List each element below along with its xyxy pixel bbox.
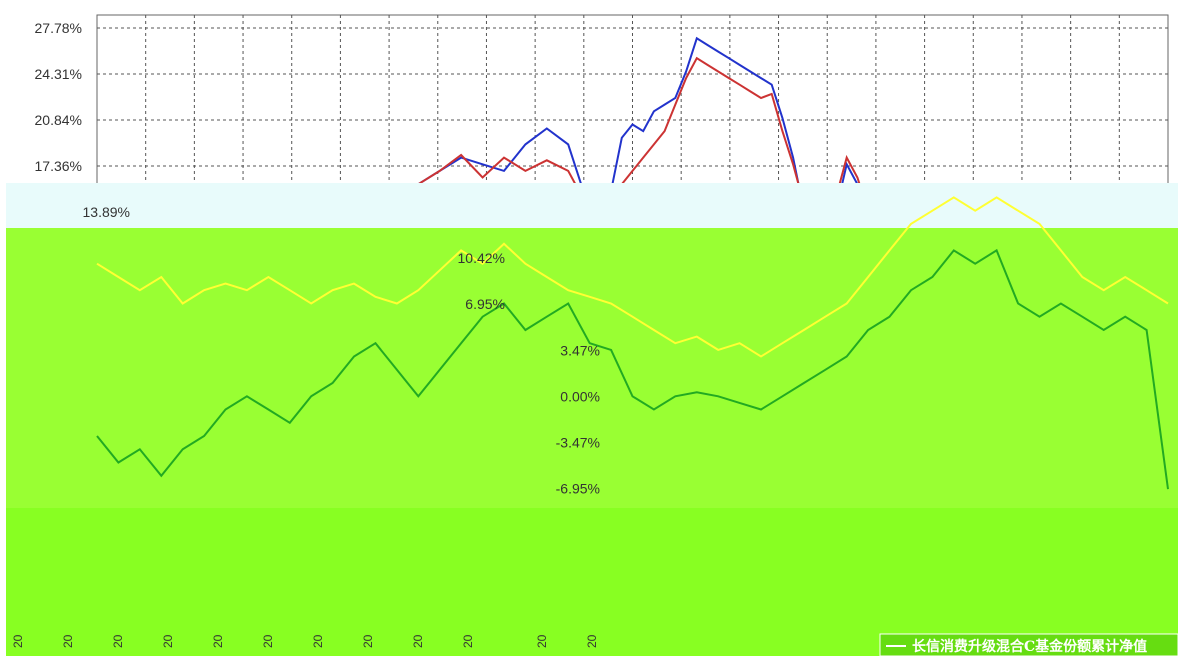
x-tick-label: 20 [461,634,475,648]
legend-entry-text: 长信消费升级混合C基金份额累计净值 [912,638,1147,655]
legend-box [879,633,1178,656]
x-tick-label: 20 [361,634,375,648]
x-tick-label: 20 [161,634,175,648]
y-tick-label-overlay: 10.42% [458,250,505,266]
y-tick-label-overlay: 6.95% [465,296,505,312]
x-axis-ticks-overlay: 20 20 20 20 20 20 20 20 20 20 20 20 [11,634,599,648]
artifact-series-line-2 [96,196,1169,358]
y-tick-label-overlay: -6.95% [556,480,600,496]
x-tick-label: 20 [585,634,599,648]
artifact-lines [96,196,1169,490]
x-tick-label: 20 [111,634,125,648]
legend: 长信消费升级混合C基金份额累计净值 [879,633,1178,656]
y-tick-label-overlay: 3.47% [560,342,600,358]
y-tick-label: 27.78% [35,20,82,36]
cyan-artifact-band [6,183,1178,228]
x-tick-label: 20 [61,634,75,648]
x-tick-label: 20 [535,634,549,648]
y-tick-label-overlay: -3.47% [556,434,600,450]
x-tick-label: 20 [261,634,275,648]
y-tick-label-overlay: 0.00% [560,388,600,404]
x-tick-label: 20 [211,634,225,648]
x-tick-label: 20 [411,634,425,648]
x-tick-label: 20 [311,634,325,648]
artifact-series-line-3 [96,248,1169,490]
y-tick-label-overlay: 13.89% [83,204,130,220]
x-tick-label: 20 [11,634,25,648]
green-artifact-lower [6,508,1178,656]
y-tick-label: 24.31% [35,66,82,82]
y-axis-ticks-overlay: 13.89% 10.42% 6.95% 3.47% 0.00% -3.47% -6.95% [83,204,600,496]
y-tick-label: 20.84% [35,112,82,128]
inner-white-panel [510,345,620,495]
y-tick-label: 17.36% [35,158,82,174]
